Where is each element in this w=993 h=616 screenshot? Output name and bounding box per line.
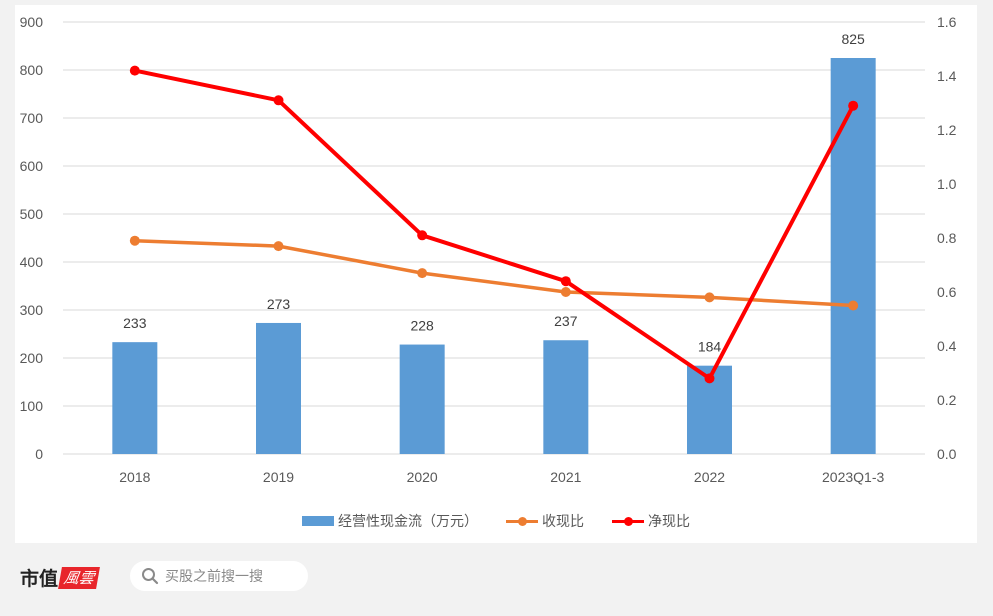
search-icon [142, 568, 159, 585]
legend-item-operating-cashflow: 经营性现金流（万元） [302, 511, 478, 531]
data-point-marker[interactable] [417, 268, 428, 279]
category-label: 2018 [119, 469, 150, 485]
left-axis-tick-label: 700 [20, 110, 44, 126]
line-series-net-cash-ratio [129, 65, 859, 384]
data-point-marker[interactable] [848, 300, 859, 311]
gridlines [63, 21, 925, 455]
left-axis-tick-label: 300 [20, 302, 44, 318]
search-box[interactable]: 买股之前搜一搜 [130, 561, 308, 591]
bar-data-label: 825 [841, 31, 865, 47]
line-series-collection-ratio [129, 235, 859, 311]
bar[interactable] [256, 322, 301, 454]
category-axis-labels: 2018 2019 2020 2021 2022 2023Q1-3 [119, 469, 884, 485]
right-axis-tick-label: 0.4 [937, 338, 957, 354]
left-axis-tick-label: 800 [20, 62, 44, 78]
bar-data-label: 184 [698, 339, 722, 355]
bar[interactable] [543, 340, 589, 454]
right-axis-tick-label: 0.2 [937, 392, 957, 408]
bar-data-label: 233 [123, 315, 147, 331]
brand-logo[interactable]: 市值 風雲 [20, 564, 100, 591]
data-point-marker[interactable] [129, 65, 140, 76]
bar-series [112, 58, 876, 454]
right-axis-tick-label: 1.0 [937, 176, 957, 192]
bar[interactable] [399, 344, 445, 454]
bar[interactable] [830, 58, 876, 454]
category-label: 2019 [263, 469, 294, 485]
brand-text: 市值 [20, 568, 59, 590]
data-point-marker[interactable] [560, 276, 571, 287]
data-point-marker[interactable] [704, 292, 715, 303]
bar-data-label: 273 [267, 296, 291, 312]
left-axis-tick-label: 900 [20, 14, 44, 30]
left-axis-tick-label: 0 [35, 446, 43, 462]
category-label: 2021 [550, 469, 581, 485]
data-point-marker[interactable] [560, 287, 571, 297]
line-marker-swatch-icon [506, 515, 538, 527]
data-point-marker[interactable] [273, 95, 284, 106]
chart-legend: 经营性现金流（万元） 收现比 净现比 [15, 511, 977, 531]
left-axis-ticks: 0 100 200 300 400 500 600 700 800 900 [20, 14, 44, 462]
legend-item-collection-ratio: 收现比 [506, 511, 584, 531]
footer-bar: 市值 風雲 买股之前搜一搜 [0, 543, 977, 603]
category-label: 2020 [407, 469, 438, 485]
brand-mark: 風雲 [58, 566, 100, 589]
data-point-marker[interactable] [704, 373, 715, 384]
right-axis-tick-label: 0.8 [937, 230, 957, 246]
series-line[interactable] [134, 68, 855, 381]
bar[interactable] [112, 342, 158, 454]
category-label: 2023Q1-3 [822, 469, 884, 485]
bar-swatch-icon [302, 516, 334, 526]
data-point-marker[interactable] [848, 100, 859, 111]
left-axis-tick-label: 200 [20, 350, 44, 366]
left-axis-tick-label: 500 [20, 206, 44, 222]
search-placeholder: 买股之前搜一搜 [165, 568, 263, 584]
bar-data-label: 228 [410, 318, 434, 334]
line-marker-swatch-icon [612, 515, 644, 527]
right-axis-tick-label: 0.6 [937, 284, 957, 300]
right-axis-tick-label: 1.6 [937, 14, 957, 30]
data-point-marker[interactable] [273, 241, 284, 252]
bar-data-label: 237 [554, 313, 578, 329]
right-axis-ticks: 0.0 0.2 0.4 0.6 0.8 1.0 1.2 1.4 1.6 [937, 14, 957, 462]
data-point-marker[interactable] [129, 235, 140, 246]
chart-card: 0 100 200 300 400 500 600 700 800 900 0.0 0.2 0.4 0.… [15, 5, 977, 543]
bar-data-labels: 233 273 228 237 184 825 [123, 31, 865, 355]
category-label: 2022 [694, 469, 725, 485]
right-axis-tick-label: 1.4 [937, 68, 957, 84]
right-axis-tick-label: 1.2 [937, 122, 957, 138]
legend-item-net-cash-ratio: 净现比 [612, 511, 690, 531]
data-point-marker[interactable] [417, 230, 428, 241]
series-line[interactable] [134, 238, 854, 308]
left-axis-tick-label: 400 [20, 254, 44, 270]
left-axis-tick-label: 100 [20, 398, 44, 414]
right-axis-tick-label: 0.0 [937, 446, 957, 462]
left-axis-tick-label: 600 [20, 158, 44, 174]
